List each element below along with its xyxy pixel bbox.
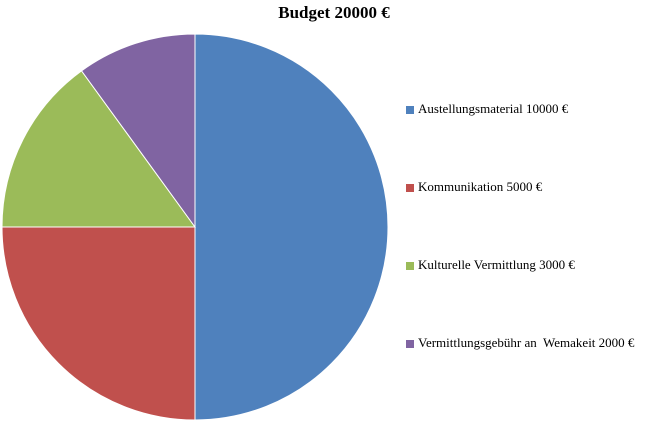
legend-label: Austellungsmaterial 10000 € (418, 101, 569, 116)
pie-slice (80, 33, 196, 229)
legend-swatch (406, 106, 414, 114)
pie-slice (1, 226, 196, 421)
legend-swatch (406, 262, 414, 270)
pie-slice (194, 33, 389, 421)
legend-swatch (406, 340, 414, 348)
legend-label: Kommunikation 5000 € (418, 179, 543, 194)
pie-slice (1, 70, 196, 228)
legend-swatch (406, 184, 414, 192)
chart-title: Budget 20000 € (278, 3, 390, 22)
legend-label: Vermittlungsgebühr an Wemakeit 2000 € (418, 335, 635, 350)
legend-label: Kulturelle Vermittlung 3000 € (418, 257, 575, 272)
